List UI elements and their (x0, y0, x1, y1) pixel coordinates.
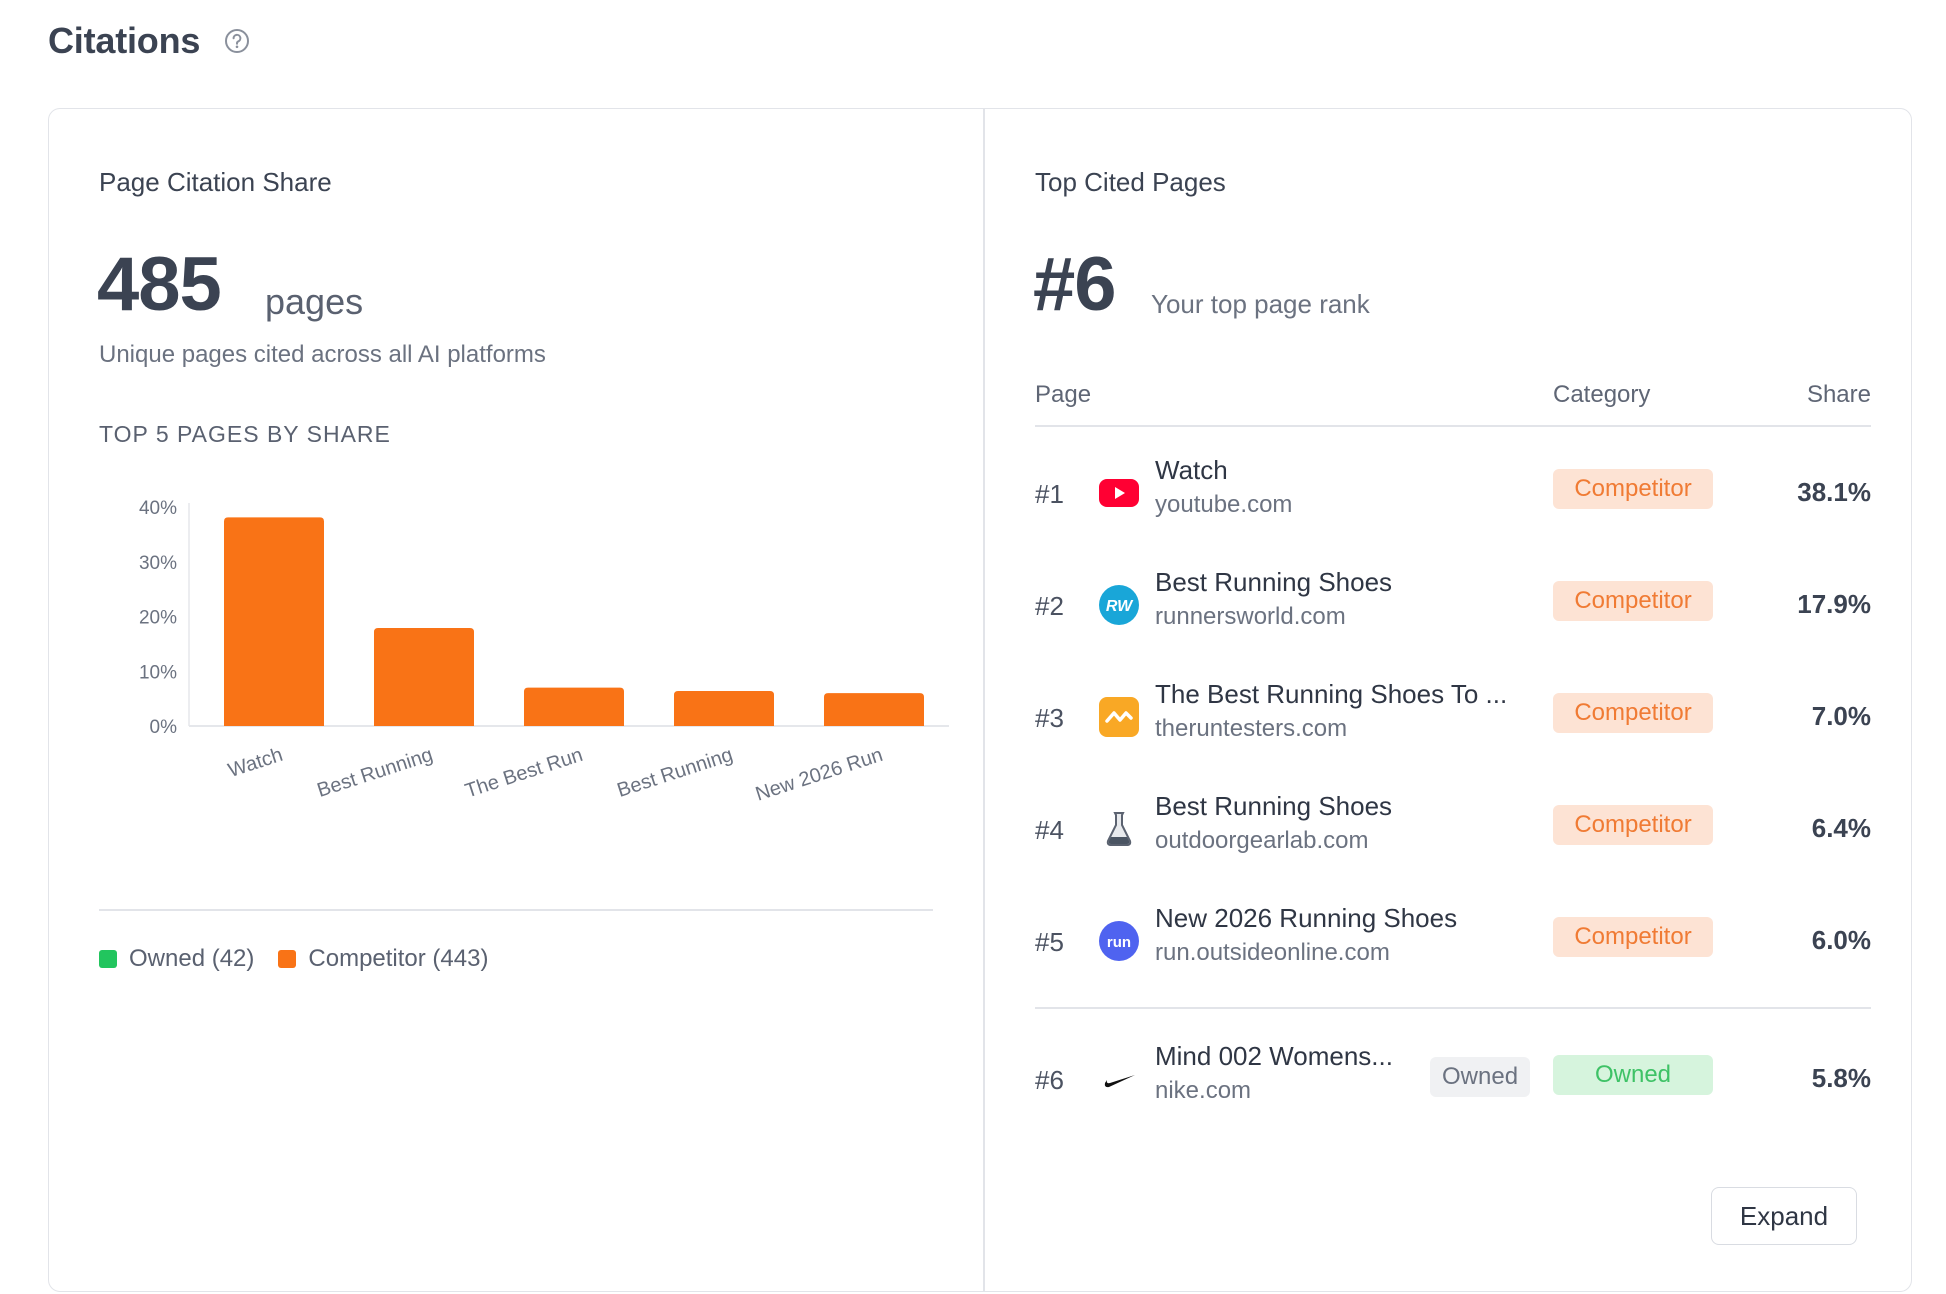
page-title-text: Mind 002 Womens... (1155, 1041, 1393, 1071)
page-title-text: Watch (1155, 455, 1228, 485)
total-pages-value: 485 (97, 242, 222, 327)
chart-section-label: TOP 5 PAGES BY SHARE (99, 421, 391, 447)
y-tick-label: 0% (150, 717, 178, 738)
bar (224, 517, 324, 726)
bar (824, 693, 924, 726)
category-badge: Competitor (1553, 805, 1713, 845)
legend-item-owned: Owned (42) (99, 945, 254, 973)
table-header-divider (1035, 425, 1871, 427)
column-header-category: Category (1553, 381, 1651, 408)
category-badge: Owned (1553, 1055, 1713, 1095)
row-rank: #1 (1035, 479, 1064, 509)
total-pages-unit: pages (265, 281, 364, 322)
expand-button[interactable]: Expand (1711, 1187, 1857, 1245)
competitor-swatch (278, 950, 297, 968)
share-value: 6.4% (1811, 813, 1871, 843)
share-value: 5.8% (1811, 1063, 1871, 1093)
panel-heading: Page Citation Share (99, 167, 332, 197)
bar (524, 687, 624, 726)
table-row[interactable]: #1 Watch youtube.com Competitor 38.1% (1035, 441, 1871, 553)
share-value: 17.9% (1797, 589, 1871, 619)
panel-divider (983, 109, 985, 1291)
theruntesters-icon (1099, 697, 1139, 737)
share-value: 38.1% (1797, 477, 1871, 507)
own-row-divider (1035, 1007, 1871, 1009)
outdoorgearlab-icon (1099, 809, 1139, 849)
table-row[interactable]: #4 Best Running Shoes outdoorgearlab.com… (1035, 777, 1871, 889)
x-tick-label: Watch (226, 744, 286, 782)
page-domain: youtube.com (1155, 491, 1293, 518)
svg-text:run: run (1107, 934, 1131, 951)
owned-tag: Owned (1430, 1057, 1531, 1097)
total-pages-description: Unique pages cited across all AI platfor… (99, 341, 546, 368)
column-header-share: Share (1806, 381, 1871, 408)
top-rank-label: Your top page rank (1151, 289, 1370, 319)
table-row[interactable]: #2 RW Best Running Shoes runnersworld.co… (1035, 553, 1871, 665)
column-header-page: Page (1035, 381, 1092, 408)
share-value: 6.0% (1811, 925, 1871, 955)
y-tick-label: 10% (139, 662, 177, 683)
x-tick-label: Best Running (615, 744, 736, 802)
page-domain: outdoorgearlab.com (1155, 827, 1369, 854)
category-badge: Competitor (1553, 917, 1713, 957)
page-title-text: Best Running Shoes (1155, 791, 1393, 821)
share-value: 7.0% (1811, 701, 1871, 731)
legend-label: Competitor (443) (308, 945, 489, 972)
svg-text:RW: RW (1106, 598, 1134, 615)
youtube-icon (1099, 473, 1139, 513)
question-circle-icon[interactable] (222, 26, 252, 56)
row-rank: #5 (1035, 927, 1064, 957)
x-tick-label: The Best Run (462, 744, 585, 803)
top-pages-bar-chart: 0% 10% 20% 30% 40% Watch Best Running The Best … (139, 498, 949, 806)
page-title-text: The Best Running Shoes To ... (1155, 679, 1508, 709)
legend-item-competitor: Competitor (443) (278, 945, 488, 973)
row-rank: #3 (1035, 703, 1064, 733)
table-row[interactable]: #5 run New 2026 Running Shoes run.outsid… (1035, 889, 1871, 1001)
category-badge: Competitor (1553, 581, 1713, 621)
legend-label: Owned (42) (129, 945, 255, 972)
category-badge: Competitor (1553, 469, 1713, 509)
y-tick-label: 20% (139, 608, 177, 629)
category-badge: Competitor (1553, 693, 1713, 733)
row-rank: #2 (1035, 591, 1064, 621)
page-domain: runnersworld.com (1155, 603, 1346, 630)
table-row[interactable]: #3 The Best Running Shoes To ... therunt… (1035, 665, 1871, 777)
y-tick-label: 30% (139, 553, 177, 574)
top-cited-pages-panel: Top Cited Pages #6 Your top page rank Pa… (985, 109, 1911, 1291)
legend-divider (99, 909, 933, 911)
nike-icon (1099, 1059, 1139, 1099)
x-tick-label: Best Running (315, 744, 436, 802)
outsideonline-icon: run (1099, 921, 1139, 961)
x-tick-label: New 2026 Run (753, 744, 886, 806)
page-title-text: Best Running Shoes (1155, 567, 1393, 597)
top-rank-value: #6 (1033, 242, 1117, 327)
own-page-row[interactable]: #6 Mind 002 Womens... nike.com Owned Own… (1035, 1027, 1871, 1139)
page-header: Citations (48, 20, 252, 62)
owned-swatch (99, 950, 117, 968)
citations-card: Page Citation Share 485 pages Unique pag… (48, 108, 1912, 1292)
page-domain: theruntesters.com (1155, 715, 1348, 742)
row-rank: #4 (1035, 815, 1064, 845)
row-rank: #6 (1035, 1065, 1064, 1095)
y-tick-label: 40% (139, 498, 177, 519)
page-citation-share-panel: Page Citation Share 485 pages Unique pag… (49, 109, 983, 1291)
page-title: Citations (48, 20, 201, 61)
panel-heading: Top Cited Pages (1035, 167, 1226, 197)
page-title-text: New 2026 Running Shoes (1155, 903, 1458, 933)
page-domain: run.outsideonline.com (1155, 939, 1390, 966)
page-domain: nike.com (1155, 1077, 1252, 1104)
bar (374, 627, 474, 726)
runnersworld-icon: RW (1099, 585, 1139, 625)
bar (674, 690, 774, 726)
chart-legend: Owned (42) Competitor (443) (99, 945, 488, 973)
